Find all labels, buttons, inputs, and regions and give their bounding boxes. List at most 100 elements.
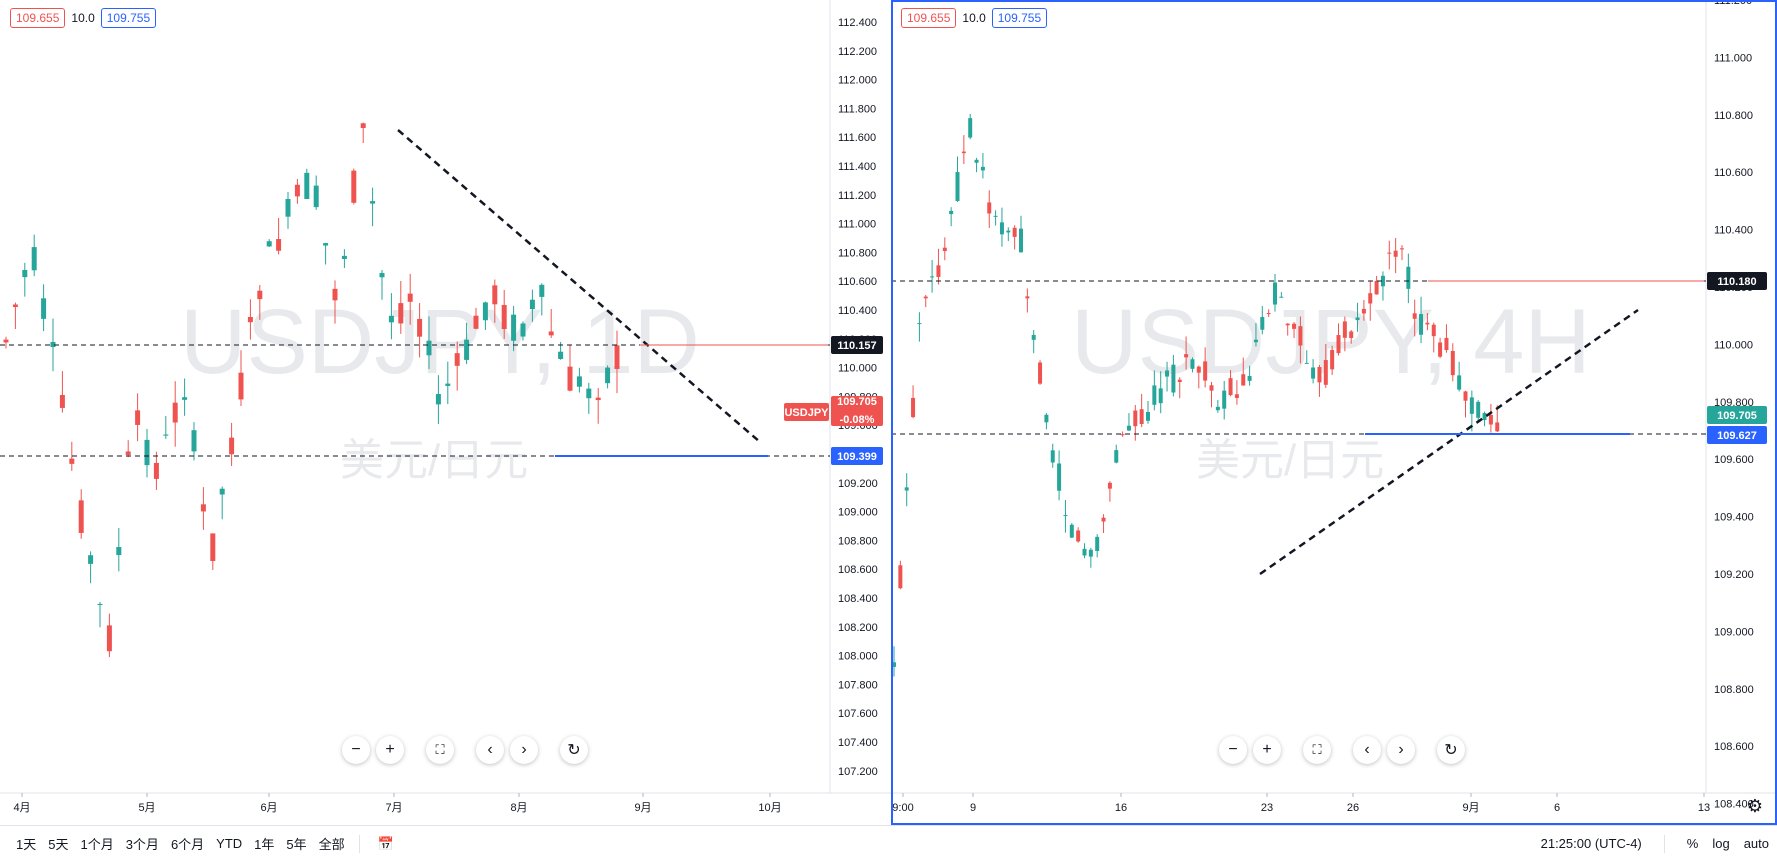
price-badge-upper-bg [1707, 272, 1767, 290]
time-tick-label: 9:00 [892, 802, 913, 814]
percent-scale-toggle[interactable]: % [1686, 836, 1699, 851]
candle-body [1349, 331, 1354, 338]
candle-body [163, 434, 169, 436]
reset-chart-icon[interactable]: ↻ [560, 736, 588, 764]
candle-body [1463, 391, 1468, 401]
chart-canvas-4h[interactable]: USDJPY, 4H 美元/日元 111.200 111.000 110.800 11… [891, 0, 1777, 825]
candle-body [435, 393, 441, 405]
candle-body [1438, 342, 1443, 357]
range-ytd[interactable]: YTD [216, 836, 243, 851]
price-tick-label: 109.600 [1714, 454, 1754, 466]
range-all[interactable]: 全部 [318, 837, 345, 852]
candle-body [285, 199, 291, 217]
candle-body [595, 397, 601, 401]
zoom-in-button[interactable]: + [376, 736, 404, 764]
range-5d[interactable]: 5天 [48, 837, 69, 852]
price-tick-label: 108.400 [838, 593, 878, 605]
candle-body [1304, 362, 1309, 364]
candle-body [172, 402, 178, 423]
range-6m[interactable]: 6个月 [170, 837, 205, 852]
candle-body [1082, 548, 1087, 556]
candle-body [1006, 230, 1011, 233]
reset-chart-icon[interactable]: ↻ [1437, 736, 1465, 764]
candle-body [980, 166, 985, 171]
range-5y[interactable]: 5年 [286, 837, 307, 852]
fullscreen-icon[interactable]: ⛶ [1303, 736, 1331, 764]
candle-body [125, 451, 131, 455]
candle-body [407, 293, 413, 302]
sell-price-button[interactable]: 109.655 [10, 8, 66, 28]
candle-body [153, 462, 159, 479]
candle-body [1298, 326, 1303, 346]
candle-body [1387, 252, 1392, 254]
scroll-right-button[interactable]: › [1387, 736, 1415, 764]
scroll-left-button[interactable]: ‹ [1353, 736, 1381, 764]
range-1y[interactable]: 1年 [254, 837, 275, 852]
candle-body [1374, 280, 1379, 295]
candle-body [191, 430, 197, 452]
candle-body [911, 397, 916, 418]
zoom-in-button[interactable]: + [1253, 736, 1281, 764]
chart-canvas-daily[interactable]: USDJPY, 1D 美元/日元 112.400 112.200 112.000 11… [0, 0, 891, 825]
candle-body [1311, 367, 1316, 379]
candle-body [1279, 296, 1284, 298]
candle-body [1107, 482, 1112, 489]
time-tick-label: 5月 [138, 802, 155, 814]
price-tick-label: 107.600 [838, 708, 878, 720]
candle-body [454, 353, 460, 366]
candle-body [464, 339, 470, 360]
price-badge-last: 109.705 [837, 396, 877, 408]
sell-price-button[interactable]: 109.655 [901, 8, 957, 28]
scroll-left-button[interactable]: ‹ [476, 736, 504, 764]
range-1d[interactable]: 1天 [16, 837, 37, 852]
candle-body [1469, 397, 1474, 414]
buy-price-button[interactable]: 109.755 [100, 8, 157, 28]
candle-body [1114, 450, 1119, 463]
candle-body [482, 302, 488, 321]
candle-body [1285, 323, 1290, 326]
fullscreen-icon[interactable]: ⛶ [426, 736, 454, 764]
candle-body [12, 304, 18, 308]
price-tick-label: 111.200 [838, 190, 876, 202]
price-tick-label: 108.600 [838, 564, 878, 576]
candle-body [492, 285, 498, 305]
candle-body [605, 367, 611, 384]
chart-pane-daily[interactable]: USDJPY, 1D 美元/日元 112.400 112.200 112.000 11… [0, 0, 891, 825]
zoom-out-button[interactable]: − [342, 736, 370, 764]
buy-price-button[interactable]: 109.755 [991, 8, 1048, 28]
candle-body [398, 303, 404, 324]
price-tick-label: 112.200 [838, 46, 877, 58]
candle-body [1457, 375, 1462, 390]
goto-date-icon[interactable]: 📅 [377, 835, 394, 851]
range-1m[interactable]: 1个月 [80, 837, 114, 852]
range-3m[interactable]: 3个月 [125, 837, 159, 852]
candle-body [276, 239, 282, 251]
candle-body [614, 345, 620, 369]
chart-pane-4h[interactable]: USDJPY, 4H 美元/日元 111.200 111.000 110.800 11… [891, 0, 1777, 825]
candle-body [41, 298, 47, 319]
price-tick-label: 108.400 [1714, 799, 1754, 811]
time-tick-label: 8月 [510, 802, 527, 814]
zoom-out-button[interactable]: − [1219, 736, 1247, 764]
time-tick-label: 13 [1698, 802, 1710, 814]
candle-body [116, 546, 122, 556]
candle-body [370, 201, 376, 204]
auto-scale-toggle[interactable]: auto [1743, 836, 1769, 851]
price-tick-label: 110.000 [1714, 339, 1753, 351]
price-tick-label: 111.400 [838, 161, 876, 173]
scroll-right-button[interactable]: › [510, 736, 538, 764]
trendline-down[interactable] [397, 129, 761, 443]
time-tick-label: 9月 [1462, 802, 1479, 814]
candle-body [1380, 275, 1385, 287]
candle-body [445, 383, 451, 386]
candle-body [22, 269, 28, 278]
candle-body [1260, 317, 1265, 330]
watermark-symbol: USDJPY, 4H [1071, 291, 1591, 393]
candle-body [1342, 321, 1347, 338]
trendline-up[interactable] [1259, 308, 1639, 576]
candle-body [69, 458, 75, 464]
chart-settings-gear-icon[interactable]: ⚙ [1746, 796, 1763, 816]
clock-timezone[interactable]: 21:25:00 (UTC-4) [1540, 836, 1642, 851]
log-scale-toggle[interactable]: log [1712, 836, 1730, 851]
time-tick-label: 4月 [13, 802, 30, 814]
